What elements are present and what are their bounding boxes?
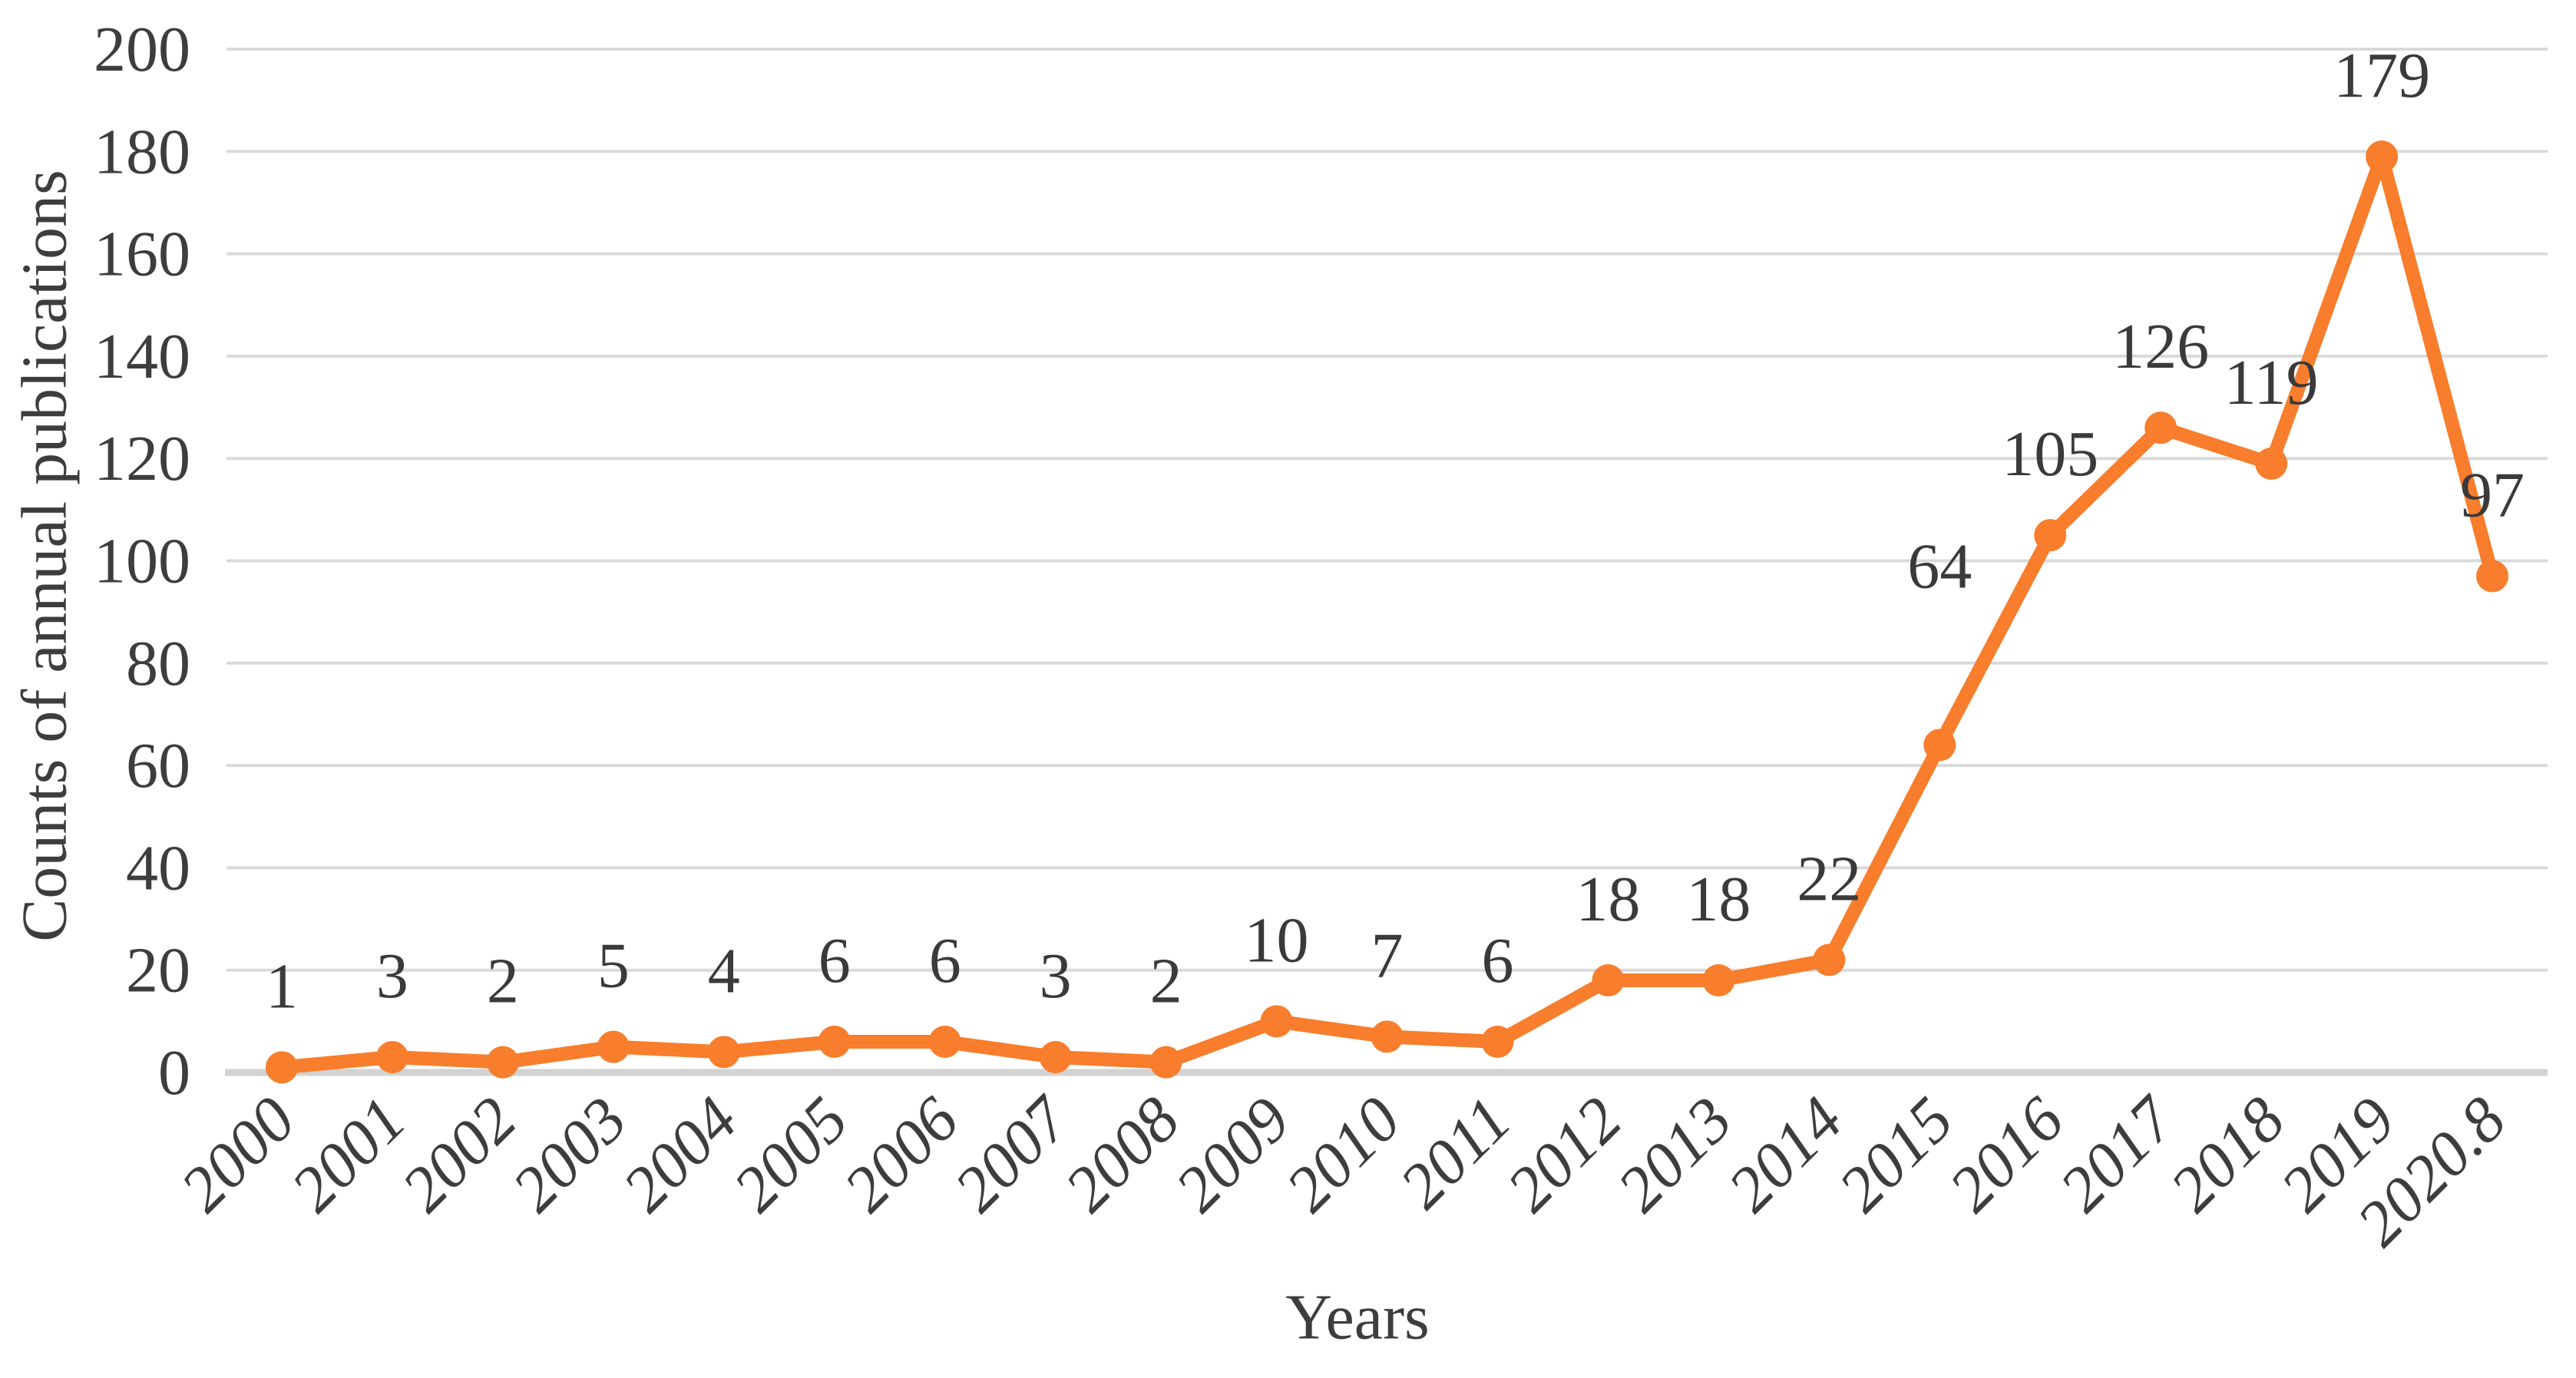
x-tick-label: 2005 — [720, 1084, 862, 1226]
x-tick-label: 2013 — [1604, 1084, 1746, 1226]
data-label: 3 — [376, 940, 408, 1012]
data-point-marker — [1923, 729, 1956, 762]
x-tick-label: 2001 — [278, 1084, 420, 1226]
data-point-marker — [1813, 943, 1846, 976]
x-tick-label: 2004 — [610, 1084, 752, 1226]
data-label: 64 — [1907, 530, 1972, 602]
data-label: 119 — [2224, 347, 2319, 418]
gridlines — [225, 48, 2548, 1076]
data-label: 2 — [487, 946, 519, 1017]
x-tick-label: 2006 — [831, 1084, 973, 1226]
data-label: 6 — [1481, 925, 1513, 996]
data-point-marker — [2034, 519, 2067, 552]
x-tick-label: 2008 — [1051, 1084, 1193, 1226]
x-tick-label: 2011 — [1387, 1084, 1525, 1222]
data-label: 10 — [1245, 904, 1309, 976]
y-tick-label: 100 — [94, 526, 190, 597]
data-point-marker — [1149, 1046, 1182, 1079]
y-tick-label: 0 — [158, 1037, 190, 1109]
x-axis-title: Years — [1285, 1281, 1430, 1353]
data-point-marker — [2366, 140, 2399, 173]
y-tick-label: 120 — [94, 423, 190, 494]
y-tick-label: 140 — [94, 321, 190, 392]
data-point-marker — [2255, 447, 2288, 480]
data-point-marker — [1481, 1026, 1514, 1059]
x-tick-label: 2009 — [1162, 1084, 1304, 1226]
data-point-marker — [1702, 964, 1735, 997]
data-point-marker — [597, 1030, 630, 1063]
data-label: 6 — [818, 925, 851, 996]
data-label: 5 — [597, 930, 630, 1002]
data-point-marker — [1039, 1041, 1072, 1074]
data-point-marker — [1260, 1005, 1293, 1038]
data-point-marker — [265, 1051, 298, 1084]
x-tick-label: 2003 — [499, 1084, 641, 1226]
data-point-marker — [375, 1041, 408, 1074]
data-label: 18 — [1686, 864, 1751, 935]
x-tick-label: 2016 — [1936, 1084, 2078, 1226]
x-tick-label: 2007 — [941, 1082, 1085, 1226]
x-tick-label: 2010 — [1272, 1084, 1414, 1226]
data-label: 4 — [708, 935, 740, 1006]
data-label: 7 — [1371, 920, 1404, 991]
data-point-marker — [486, 1046, 519, 1079]
y-tick-label: 20 — [126, 935, 190, 1006]
x-tick-label: 2015 — [1825, 1084, 1967, 1226]
y-tick-label: 80 — [126, 628, 190, 699]
data-label: 97 — [2460, 459, 2525, 530]
data-label: 105 — [2002, 418, 2098, 490]
y-tick-label: 60 — [126, 730, 190, 801]
data-points — [265, 140, 2509, 1084]
data-point-marker — [2476, 560, 2509, 593]
data-label: 6 — [929, 925, 961, 996]
data-point-marker — [928, 1026, 961, 1059]
y-tick-label: 40 — [126, 832, 190, 904]
data-point-marker — [1371, 1020, 1404, 1053]
x-tick-label: 2002 — [389, 1084, 531, 1226]
data-point-marker — [818, 1026, 851, 1059]
data-point-marker — [707, 1036, 740, 1069]
x-tick-label: 2012 — [1493, 1084, 1635, 1226]
x-tick-label: 2014 — [1715, 1084, 1857, 1226]
data-label: 3 — [1040, 940, 1072, 1012]
y-axis-ticks: 0 20 40 60 80 100 120 140 160 180 200 — [94, 14, 190, 1109]
x-axis-ticks: 2000200120022003200420052006200720082009… — [167, 1082, 2520, 1260]
y-tick-label: 180 — [94, 116, 190, 187]
data-label: 126 — [2112, 311, 2209, 382]
y-axis-title: Counts of annual publications — [8, 170, 81, 942]
data-label: 179 — [2333, 40, 2430, 111]
data-point-marker — [1592, 964, 1625, 997]
data-point-marker — [2144, 411, 2178, 444]
y-tick-label: 200 — [94, 14, 190, 85]
data-label: 18 — [1576, 864, 1640, 935]
x-tick-label: 2018 — [2157, 1084, 2299, 1226]
data-label: 2 — [1150, 946, 1182, 1017]
y-tick-label: 160 — [94, 219, 190, 290]
data-label: 22 — [1797, 843, 1861, 914]
data-label: 1 — [266, 950, 298, 1022]
x-tick-label: 2017 — [2046, 1082, 2190, 1226]
